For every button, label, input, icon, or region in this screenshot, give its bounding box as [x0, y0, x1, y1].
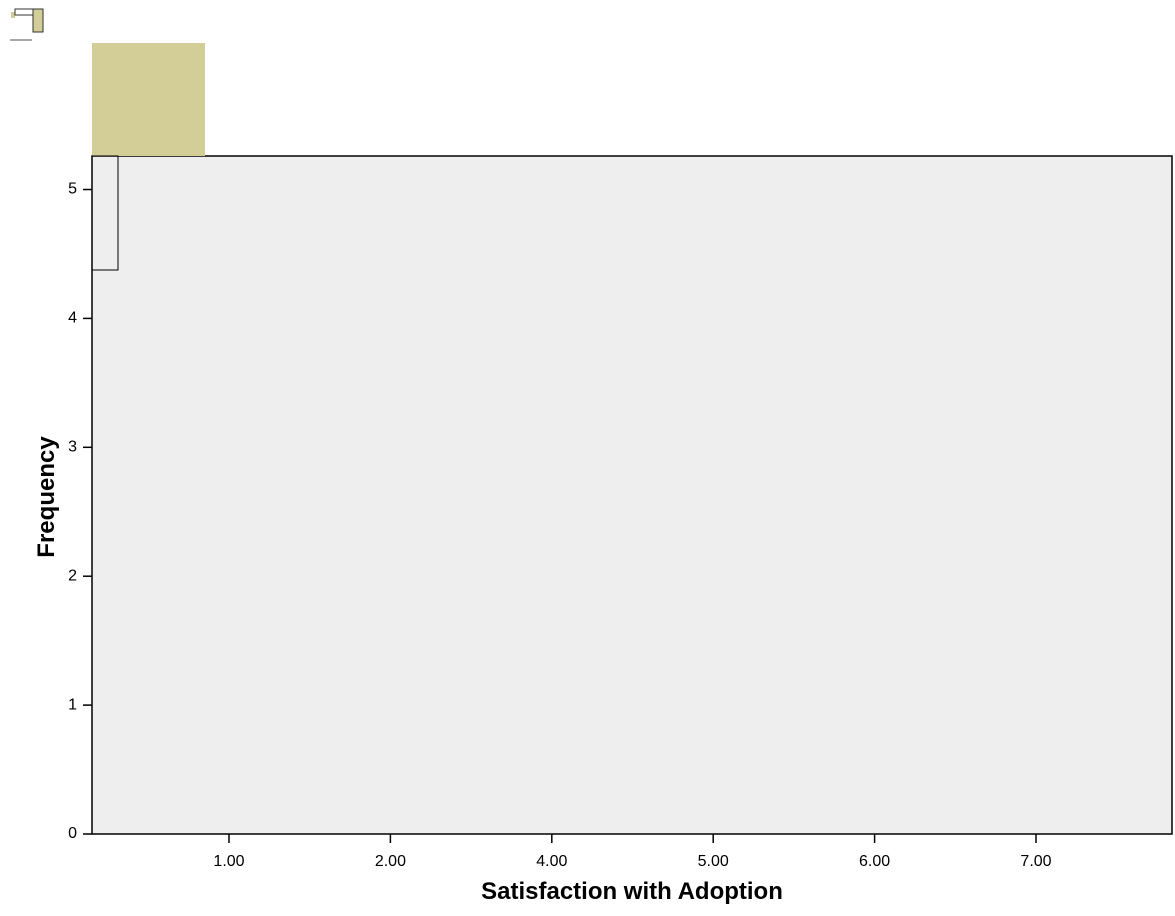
- x-axis-title: Satisfaction with Adoption: [481, 878, 783, 905]
- x-tick-label: 6.00: [859, 853, 890, 870]
- x-tick-label: 5.00: [698, 853, 729, 870]
- bar-outline-artifact: [91, 155, 119, 271]
- y-tick-label: 4: [68, 310, 77, 327]
- icon-part: [11, 12, 15, 18]
- icon: [10, 8, 44, 41]
- y-tick-label: 3: [68, 439, 77, 456]
- x-tick-label: 4.00: [536, 853, 567, 870]
- y-tick-label: 2: [68, 567, 77, 584]
- icon-part: [32, 8, 44, 33]
- y-tick-label: 1: [68, 696, 77, 713]
- plot-area: [91, 155, 1173, 835]
- y-tick-label: 0: [68, 825, 77, 842]
- bar-artifact: [92, 43, 205, 156]
- y-axis-title: Frequency: [33, 436, 60, 558]
- x-tick-label: 7.00: [1020, 853, 1051, 870]
- y-tick-label: 5: [68, 181, 77, 198]
- x-tick-label: 2.00: [375, 853, 406, 870]
- x-tick-label: 1.00: [213, 853, 244, 870]
